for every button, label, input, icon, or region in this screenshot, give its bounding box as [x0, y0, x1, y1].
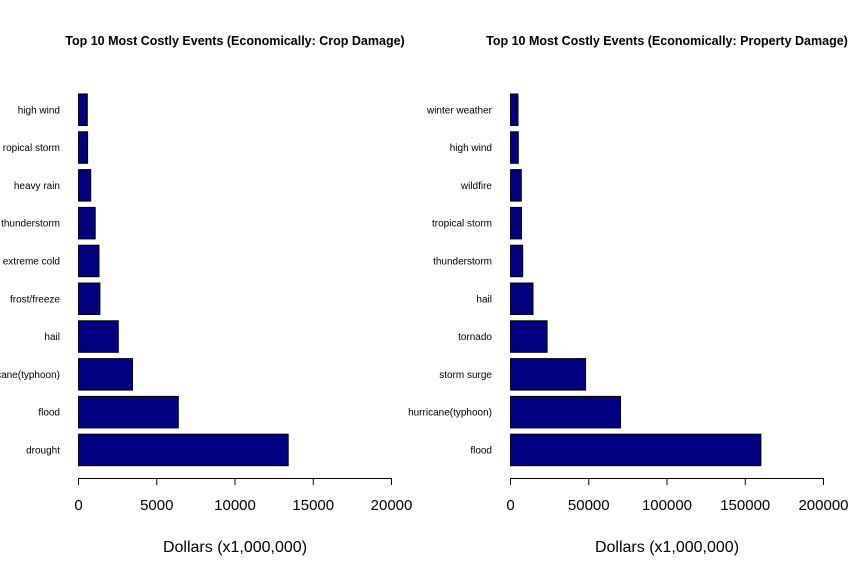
crop-damage-category-label: thunderstorm: [1, 219, 60, 230]
property-damage-x-tick-label: 100000: [642, 497, 692, 514]
crop-damage-bar: [78, 93, 88, 126]
property-damage-chart-title: Top 10 Most Costly Events (Economically:…: [486, 34, 848, 48]
crop-damage-bar: [78, 282, 101, 315]
property-damage-x-tick-label: 50000: [568, 497, 610, 514]
property-damage-category-labels: flood hurricane(typhoon) storm surge tornad…: [408, 105, 493, 456]
crop-damage-x-axis-ticks: 0 5000 10000 15000 20000: [74, 478, 412, 514]
crop-damage-x-tick-label: 15000: [292, 497, 334, 514]
crop-damage-category-label: extreme cold: [3, 256, 60, 267]
crop-damage-category-label: drought: [26, 445, 60, 456]
crop-damage-chart-title: Top 10 Most Costly Events (Economically:…: [65, 34, 404, 48]
property-damage-x-tick-label: 0: [506, 497, 514, 514]
property-damage-category-label: high wind: [450, 143, 492, 154]
property-damage-bar: [510, 131, 519, 164]
crop-damage-category-label: flood: [38, 408, 60, 419]
property-damage-bar: [510, 395, 621, 429]
crop-damage-category-labels: drought flood cane(typhoon) hail frost/freez…: [0, 105, 60, 456]
property-damage-bar: [510, 282, 534, 315]
property-damage-category-label: tropical storm: [432, 219, 492, 230]
property-damage-category-label: wildfire: [460, 181, 493, 192]
property-damage-x-tick-label: 200000: [798, 497, 848, 514]
crop-damage-category-label: ropical storm: [3, 143, 60, 154]
crop-damage-x-axis-label: Dollars (x1,000,000): [163, 539, 307, 556]
property-damage-bar: [510, 206, 522, 240]
property-damage-panel: Top 10 Most Costly Events (Economically:…: [408, 34, 848, 556]
crop-damage-category-label: high wind: [18, 105, 60, 116]
property-damage-x-tick-label: 150000: [720, 497, 770, 514]
crop-damage-category-label: frost/freeze: [10, 294, 60, 305]
property-damage-category-label: flood: [470, 445, 492, 456]
crop-damage-category-label: hail: [44, 332, 60, 343]
property-damage-category-label: winter weather: [426, 105, 493, 116]
crop-damage-x-tick-label: 10000: [214, 497, 256, 514]
property-damage-x-axis-ticks: 0 50000 100000 150000 200000: [506, 478, 849, 514]
property-damage-bars: [510, 93, 762, 467]
crop-damage-bar: [78, 206, 96, 240]
property-damage-bar: [510, 93, 519, 126]
property-damage-x-axis-label: Dollars (x1,000,000): [595, 539, 739, 556]
property-damage-bar: [510, 320, 548, 353]
crop-damage-bar: [78, 244, 100, 278]
property-damage-category-label: storm surge: [439, 370, 492, 381]
crop-damage-category-label: cane(typhoon): [0, 370, 60, 381]
crop-damage-bars: [78, 93, 289, 467]
property-damage-category-label: hail: [476, 294, 492, 305]
crop-damage-x-tick-label: 20000: [371, 497, 413, 514]
crop-damage-x-tick-label: 5000: [140, 497, 173, 514]
crop-damage-bar: [78, 433, 289, 467]
crop-damage-bar: [78, 131, 89, 164]
property-damage-category-label: tornado: [458, 332, 492, 343]
crop-damage-bar: [78, 169, 92, 202]
property-damage-bar: [510, 244, 524, 278]
crop-damage-bar: [78, 395, 179, 429]
property-damage-bar: [510, 433, 762, 467]
property-damage-category-label: hurricane(typhoon): [408, 408, 492, 419]
crop-damage-bar: [78, 358, 133, 391]
crop-damage-bar: [78, 320, 119, 353]
crop-damage-panel: Top 10 Most Costly Events (Economically:…: [0, 34, 412, 556]
property-damage-bar: [510, 358, 587, 391]
property-damage-bar: [510, 169, 522, 202]
crop-damage-x-tick-label: 0: [74, 497, 82, 514]
property-damage-category-label: thunderstorm: [433, 256, 492, 267]
crop-damage-category-label: heavy rain: [14, 181, 60, 192]
